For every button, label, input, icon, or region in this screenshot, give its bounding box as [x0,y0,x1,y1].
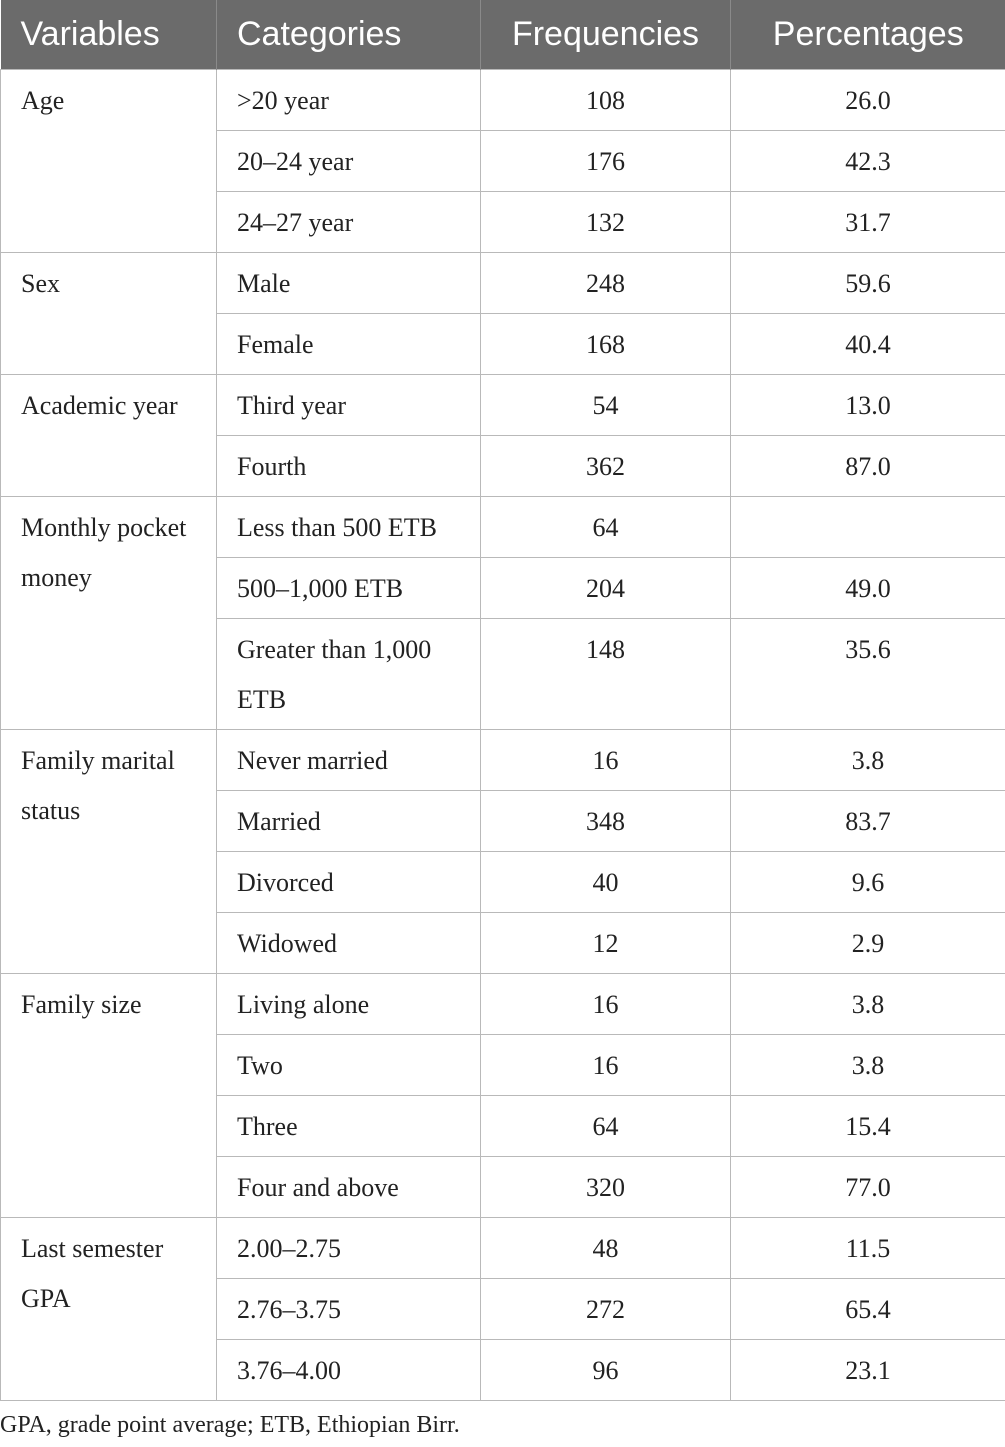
frequency-cell: 320 [480,1155,731,1218]
table-header: Variables Categories Frequencies Percent… [0,0,1005,69]
frequency-cell: 362 [480,434,731,497]
percentage-cell [730,495,1005,558]
category-cell: 2.76–3.75 [216,1277,481,1340]
table-row: Married 348 83.7 [1,789,1005,852]
table-row: Academic year Third year 54 13.0 [0,373,1005,497]
category-cell: Four and above [216,1155,481,1218]
percentage-cell: 26.0 [730,68,1005,131]
percentage-cell: 87.0 [730,434,1005,497]
percentage-cell: 11.5 [730,1216,1005,1279]
category-cell: Greater than 1,000 ETB [216,617,481,730]
frequency-cell: 108 [480,68,731,131]
table-row: Divorced 40 9.6 [1,850,1005,913]
percentage-cell: 2.9 [730,911,1005,974]
frequency-cell: 12 [480,911,731,974]
table-row: 20–24 year 176 42.3 [1,129,1005,192]
table-row: Last semester GPA 2.00–2.75 48 11.5 [0,1216,1005,1401]
percentage-cell: 42.3 [730,129,1005,192]
percentage-cell: 13.0 [730,373,1005,436]
frequency-cell: 64 [480,1094,731,1157]
header-categories: Categories [216,0,481,69]
table-row: Greater than 1,000 ETB 148 35.6 [1,617,1005,730]
category-cell: Third year [216,373,481,436]
percentage-cell: 40.4 [730,312,1005,375]
category-cell: 24–27 year [216,190,481,253]
category-cell: Never married [216,728,481,791]
table-row: Sex Male 248 59.6 [0,251,1005,375]
frequency-cell: 348 [480,789,731,852]
percentage-cell: 35.6 [730,617,1005,730]
category-cell: 2.00–2.75 [216,1216,481,1279]
table-body: Age >20 year 108 26.0 20–24 year 176 42.3 24–27… [0,68,1005,1401]
frequency-cell: 64 [480,495,731,558]
table-row: Two 16 3.8 [1,1033,1005,1096]
header-row: Variables Categories Frequencies Percent… [0,0,1005,69]
percentage-cell: 9.6 [730,850,1005,913]
variable-cell: Sex [0,251,217,375]
category-cell: Three [216,1094,481,1157]
header-frequencies: Frequencies [480,0,731,69]
table-row: Widowed 12 2.9 [1,911,1005,974]
frequency-cell: 272 [480,1277,731,1340]
table-row: Family size Living alone 16 3.8 [0,972,1005,1218]
header-percentages: Percentages [730,0,1005,69]
category-cell: Married [216,789,481,852]
header-variables: Variables [0,0,217,69]
variable-cell: Academic year [0,373,217,497]
frequency-cell: 176 [480,129,731,192]
variable-cell: Family marital status [0,728,217,974]
percentage-cell: 59.6 [730,251,1005,314]
table-row: Fourth 362 87.0 [1,434,1005,497]
frequency-cell: 40 [480,850,731,913]
category-cell: Two [216,1033,481,1096]
category-cell: Divorced [216,850,481,913]
frequency-cell: 16 [480,972,731,1035]
percentage-cell: 31.7 [730,190,1005,253]
frequency-cell: 96 [480,1338,731,1401]
table-footnote: GPA, grade point average; ETB, Ethiopian… [0,1412,460,1438]
category-cell: Female [216,312,481,375]
table-row: Family marital status Never married 16 3.8 [0,728,1005,974]
variable-cell: Family size [0,972,217,1218]
percentage-cell: 65.4 [730,1277,1005,1340]
category-cell: 500–1,000 ETB [216,556,481,619]
variable-cell: Last semester GPA [0,1216,217,1401]
frequency-cell: 248 [480,251,731,314]
variable-cell: Monthly pocket money [0,495,217,730]
table-row: Monthly pocket money Less than 500 ETB 64 [0,495,1005,730]
category-cell: Male [216,251,481,314]
frequency-cell: 168 [480,312,731,375]
frequency-cell: 204 [480,556,731,619]
category-cell: Living alone [216,972,481,1035]
table-row: 3.76–4.00 96 23.1 [1,1338,1005,1401]
table-row: Age >20 year 108 26.0 [0,68,1005,253]
category-cell: 3.76–4.00 [216,1338,481,1401]
variable-cell: Age [0,68,217,253]
frequency-cell: 132 [480,190,731,253]
category-cell: Less than 500 ETB [216,495,481,558]
percentage-cell: 83.7 [730,789,1005,852]
frequency-cell: 16 [480,1033,731,1096]
table-row: 2.76–3.75 272 65.4 [1,1277,1005,1340]
frequency-cell: 16 [480,728,731,791]
category-cell: Widowed [216,911,481,974]
table-row: 500–1,000 ETB 204 49.0 [1,556,1005,619]
category-cell: >20 year [216,68,481,131]
category-cell: Fourth [216,434,481,497]
percentage-cell: 3.8 [730,1033,1005,1096]
category-cell: 20–24 year [216,129,481,192]
table-row: Three 64 15.4 [1,1094,1005,1157]
percentage-cell: 77.0 [730,1155,1005,1218]
percentage-cell: 3.8 [730,728,1005,791]
percentage-cell: 49.0 [730,556,1005,619]
percentage-cell: 15.4 [730,1094,1005,1157]
percentage-cell: 23.1 [730,1338,1005,1401]
data-table: Variables Categories Frequencies Percent… [0,0,1005,1401]
frequency-cell: 54 [480,373,731,436]
frequency-cell: 48 [480,1216,731,1279]
percentage-cell: 3.8 [730,972,1005,1035]
frequency-cell: 148 [480,617,731,730]
